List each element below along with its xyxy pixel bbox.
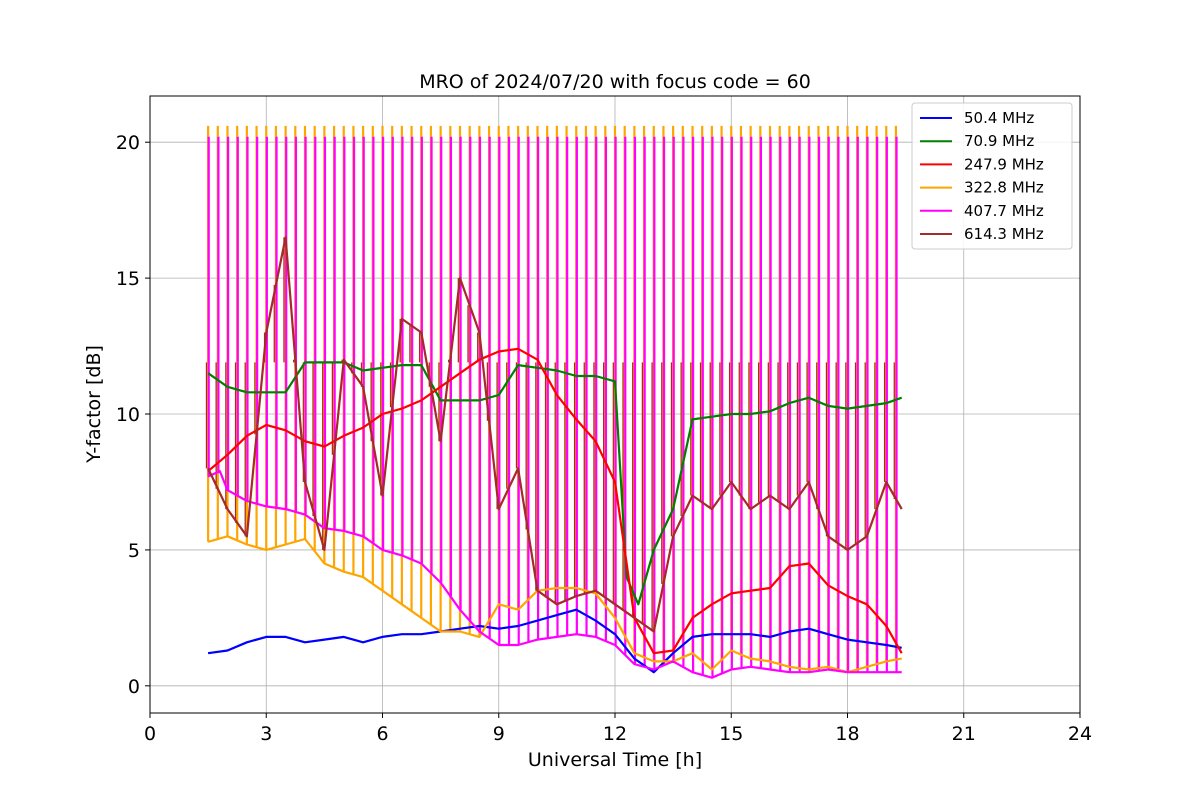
y-tick-label: 5 [128, 540, 140, 562]
x-tick-label: 15 [719, 723, 743, 745]
y-tick-label: 20 [116, 132, 140, 154]
legend-label: 407.7 MHz [964, 202, 1044, 220]
legend-label: 70.9 MHz [964, 132, 1034, 150]
x-tick-label: 24 [1068, 723, 1092, 745]
x-tick-label: 12 [603, 723, 627, 745]
y-tick-label: 0 [128, 676, 140, 698]
y-tick-label: 10 [116, 404, 140, 426]
series-line [207, 470, 902, 679]
series-line [207, 347, 903, 655]
x-tick-label: 9 [493, 723, 505, 745]
chart-title: MRO of 2024/07/20 with focus code = 60 [419, 71, 811, 93]
legend-label: 50.4 MHz [964, 109, 1034, 127]
legend-label: 247.9 MHz [964, 155, 1044, 173]
axis-ticks: 0 3 6 9 12 15 18 21 24 0 5 10 15 20 [116, 132, 1092, 745]
x-tick-label: 18 [835, 723, 859, 745]
legend-box [911, 102, 1073, 250]
legend: 50.4 MHz 70.9 MHz 247.9 MHz 322.8 MHz 40… [911, 102, 1073, 250]
series-line [207, 535, 902, 674]
x-tick-label: 21 [952, 723, 976, 745]
x-tick-label: 3 [260, 723, 272, 745]
y-tick-label: 15 [116, 268, 140, 290]
series-line [207, 608, 902, 674]
x-axis-label: Universal Time [h] [528, 749, 702, 771]
legend-label: 322.8 MHz [964, 179, 1044, 197]
series-line [207, 236, 903, 633]
series-lines [207, 236, 903, 679]
y-axis-label: Y-factor [dB] [83, 345, 105, 464]
series-line [207, 361, 903, 606]
x-tick-label: 6 [376, 723, 388, 745]
x-tick-label: 0 [144, 723, 156, 745]
calibration-spikes [205, 125, 898, 678]
legend-label: 614.3 MHz [964, 225, 1044, 243]
